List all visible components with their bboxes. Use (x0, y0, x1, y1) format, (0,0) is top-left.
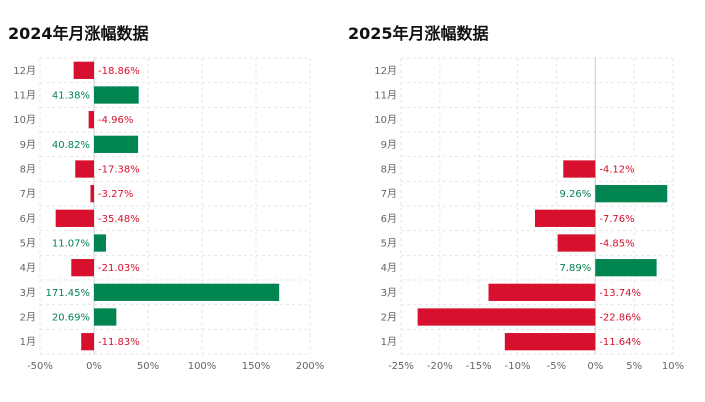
y-tick-label: 12月 (374, 65, 397, 77)
data-label: -7.76% (599, 214, 634, 225)
x-tick-label: 10% (662, 361, 684, 372)
bar-chart-2024: -50% 0% 50% 100% 150% 200% 1月 2月 3月 4月 5月 6月 7月 8月 9月 1… (13, 57, 325, 372)
bar (94, 283, 280, 301)
data-label: -4.96% (98, 115, 133, 126)
data-label: 171.45% (46, 288, 91, 299)
bar (75, 160, 94, 178)
bar (595, 259, 657, 277)
bar (534, 209, 596, 227)
y-tick-label: 8月 (381, 164, 397, 176)
x-tick-label: -5% (547, 361, 566, 372)
x-tick-label: -10% (505, 361, 531, 372)
data-label: -4.85% (599, 239, 634, 250)
y-tick-label: 5月 (20, 238, 36, 250)
bar (94, 308, 117, 326)
y-tick-label: 4月 (20, 262, 36, 274)
x-tick-label: -20% (427, 361, 453, 372)
data-label: -11.83% (98, 337, 140, 348)
y-tick-label: 9月 (381, 139, 397, 151)
y-tick-label: 7月 (20, 188, 36, 200)
data-label: -22.86% (599, 313, 641, 324)
y-tick-label: 10月 (13, 114, 36, 126)
bar (595, 185, 668, 203)
bar-chart-2025: -25% -20% -15% -10% -5% 0% 5% 10% 1月 2月 3月 4月 5月 6月 7月… (374, 57, 684, 372)
y-tick-label: 5月 (381, 238, 397, 250)
data-label: 7.89% (560, 263, 592, 274)
x-tick-label: -25% (388, 361, 414, 372)
data-label: 41.38% (52, 91, 90, 102)
x-tick-label: 150% (242, 361, 271, 372)
y-tick-label: 3月 (381, 287, 397, 299)
x-tick-label: -50% (27, 361, 53, 372)
bar (417, 308, 596, 326)
bar (90, 185, 94, 203)
data-label: -11.64% (599, 337, 641, 348)
bar (81, 333, 94, 351)
bar (94, 86, 139, 104)
x-tick-label: 200% (296, 361, 325, 372)
y-tick-label: 10月 (374, 114, 397, 126)
bar (88, 111, 94, 129)
bar (55, 209, 94, 227)
y-tick-label: 9月 (20, 139, 36, 151)
y-tick-label: 4月 (381, 262, 397, 274)
data-label: -13.74% (599, 288, 641, 299)
bar (71, 259, 94, 277)
x-tick-label: 5% (626, 361, 642, 372)
bar (488, 283, 596, 301)
bar (557, 234, 596, 252)
y-tick-label: 8月 (20, 164, 36, 176)
data-label: 40.82% (52, 140, 90, 151)
data-label: -4.12% (599, 165, 634, 176)
y-tick-label: 11月 (13, 90, 36, 102)
bar (73, 61, 94, 79)
data-label: -35.48% (98, 214, 140, 225)
chart-title-2025: 2025年月涨幅数据 (348, 24, 489, 43)
chart-panel-2024: 2024年月涨幅数据 -50% 0% 50% 100% 150% 200% 1月 2月 3月 4月… (0, 0, 340, 402)
x-tick-label: -15% (466, 361, 492, 372)
y-tick-label: 7月 (381, 188, 397, 200)
data-label: -17.38% (98, 165, 140, 176)
bar (504, 333, 596, 351)
y-tick-label: 6月 (381, 213, 397, 225)
x-tick-label: 100% (188, 361, 217, 372)
x-tick-label: 0% (587, 361, 603, 372)
chart-title-2024: 2024年月涨幅数据 (8, 24, 149, 43)
bar (94, 234, 106, 252)
data-label: -18.86% (98, 66, 140, 77)
data-label: 11.07% (52, 239, 90, 250)
bar (563, 160, 596, 178)
chart-panel-2025: 2025年月涨幅数据 -25% -20% -15% -10% -5% 0% 5% 10% 1月 2… (340, 0, 705, 402)
y-tick-label: 3月 (20, 287, 36, 299)
y-tick-label: 6月 (20, 213, 36, 225)
x-tick-label: 50% (137, 361, 159, 372)
data-label: 20.69% (52, 313, 90, 324)
y-tick-label: 1月 (381, 336, 397, 348)
data-label: -3.27% (98, 189, 133, 200)
bar (94, 135, 139, 153)
data-label: 9.26% (560, 189, 592, 200)
y-tick-label: 12月 (13, 65, 36, 77)
y-tick-label: 11月 (374, 90, 397, 102)
x-tick-label: 0% (86, 361, 102, 372)
y-tick-label: 1月 (20, 336, 36, 348)
data-label: -21.03% (98, 263, 140, 274)
y-tick-label: 2月 (381, 312, 397, 324)
y-tick-label: 2月 (20, 312, 36, 324)
